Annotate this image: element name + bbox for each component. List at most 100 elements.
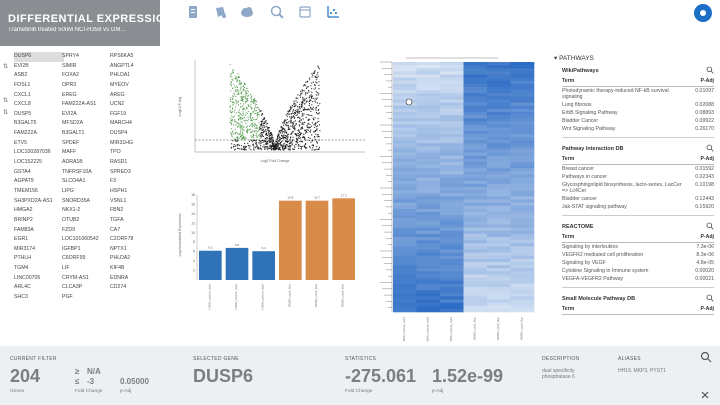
gene-list-item[interactable]: C2ORF78 — [110, 236, 134, 243]
gene-list-item[interactable]: FGF19 — [110, 110, 127, 117]
gene-list-item[interactable]: CLCA3P — [62, 284, 83, 291]
gene-list-item[interactable]: DUSP4 — [110, 130, 128, 137]
pathway-row[interactable]: Glycosphingolipid biosynthesis, lacto-se… — [562, 181, 714, 195]
search-icon[interactable] — [706, 66, 714, 76]
pathway-row[interactable]: ErbB Signaling Pathway 0.08893 — [562, 109, 714, 117]
pathway-row[interactable]: Signaling by interleukins 7.3e-06 — [562, 243, 714, 251]
gene-list-item[interactable]: TMEM156 — [14, 187, 38, 194]
scatter-icon[interactable] — [326, 5, 340, 19]
gene-list-item[interactable]: HMGA2 — [14, 207, 33, 214]
gene-list-item[interactable]: FOSL1 — [14, 81, 31, 88]
gene-list-item[interactable]: MYEOV — [110, 81, 129, 88]
gene-list-item[interactable]: VSNL1 — [110, 197, 127, 204]
gene-list-item[interactable]: OTUB2 — [62, 216, 80, 223]
pathway-row[interactable]: Cytokine Signaling in Immune system 0.000… — [562, 267, 714, 275]
search-icon[interactable] — [706, 222, 714, 232]
gene-list-item[interactable]: MFSD2A — [62, 120, 84, 127]
gene-list-item[interactable]: FBN2 — [110, 207, 124, 214]
gene-list-item[interactable]: SHC3 — [14, 294, 28, 301]
pathway-row[interactable]: Bladder Cancer 0.09922 — [562, 117, 714, 125]
gene-list-item[interactable]: B3GALT1 — [62, 130, 85, 137]
pathway-row[interactable]: Lung fibrosis 0.02088 — [562, 101, 714, 109]
gene-list-item[interactable]: CA7 — [110, 226, 121, 233]
gene-list-item[interactable]: TGM4 — [14, 265, 29, 272]
gene-list-item[interactable]: MIR31HG — [110, 139, 134, 146]
search-icon[interactable] — [700, 351, 712, 363]
pathway-row[interactable]: Wnt Signaling Pathway 0.26170 — [562, 125, 714, 133]
gene-list-item[interactable]: SPDEF — [62, 139, 80, 146]
gene-list-item[interactable]: LIPG — [62, 187, 74, 194]
gene-list-item[interactable]: LOC100287036 — [14, 149, 51, 156]
gene-list-item[interactable]: FOXA2 — [62, 72, 80, 79]
close-icon[interactable] — [700, 390, 710, 400]
gene-list-item[interactable]: PGF — [62, 294, 73, 301]
gene-list-item[interactable]: F3 — [110, 178, 117, 185]
gear-icon[interactable] — [694, 4, 712, 22]
gene-list-item[interactable]: FAM222A — [14, 130, 37, 137]
gene-list-item[interactable]: LIF — [62, 265, 70, 272]
document-icon[interactable] — [186, 5, 200, 19]
gene-list-item[interactable]: CXCL8 — [14, 101, 31, 108]
gene-list-item[interactable]: NKX1-2 — [62, 207, 81, 214]
gene-list-item[interactable]: ARL4C — [14, 284, 31, 291]
gene-list-item[interactable]: SPRED3 — [110, 168, 131, 175]
gene-list-item[interactable]: B3GALT5 — [14, 120, 37, 127]
gene-list-item[interactable]: GSTA4 — [14, 168, 31, 175]
gene-list-item[interactable]: PTHLH — [14, 255, 32, 262]
gene-list-item[interactable]: BRINP2 — [14, 216, 33, 223]
gene-list-item[interactable]: KIF4B — [110, 265, 125, 272]
gene-list-item[interactable]: ETV5 — [14, 139, 27, 146]
gene-list-item[interactable]: PHLDA1 — [110, 72, 131, 79]
gene-list-item[interactable]: SPRY4 — [62, 53, 79, 59]
pathway-row[interactable]: Bladder cancer 0.12443 — [562, 195, 714, 203]
gene-list-item[interactable]: EGR1 — [14, 236, 29, 243]
gene-list-item[interactable]: SNORD35A — [62, 197, 90, 204]
gene-list-item[interactable]: DUSP5 — [14, 110, 32, 117]
gene-list-item[interactable]: FZD9 — [62, 226, 75, 233]
gene-list-item[interactable]: SH3PXD2A-AS1 — [14, 197, 53, 204]
gene-list-item[interactable]: MARCH4 — [110, 120, 132, 127]
gene-list-item[interactable]: TGFA — [110, 216, 124, 223]
gene-list-item[interactable]: UCN2 — [110, 101, 125, 108]
gene-list-item[interactable]: ADRA1B — [62, 159, 83, 166]
cloud-icon[interactable] — [240, 5, 254, 19]
gene-list-item[interactable]: IGFBP1 — [62, 245, 81, 252]
pathway-row[interactable]: Breast cancer 0.01592 — [562, 165, 714, 173]
gene-list-item[interactable]: ASB2 — [14, 72, 28, 79]
pathway-row[interactable]: Pathways in cancer 0.02343 — [562, 173, 714, 181]
gene-list-item[interactable]: EDNRA — [110, 274, 129, 281]
gene-list-item[interactable]: RASD1 — [110, 159, 128, 166]
expression-bar-chart[interactable]: Log Normalized Expression 2 4 6 8 10 12 14 16 18 6… — [175, 185, 370, 340]
calendar-icon[interactable] — [298, 5, 312, 19]
gene-list-item[interactable]: MAFF — [62, 149, 77, 156]
zoom-icon[interactable] — [270, 5, 284, 19]
gene-list-item[interactable]: CD274 — [110, 284, 127, 291]
gene-list-item[interactable]: EVI2B — [14, 62, 29, 69]
pathway-row[interactable]: VEGFR2 mediated cell proliferation 8.3e-0… — [562, 251, 714, 259]
search-icon[interactable] — [706, 294, 714, 304]
gene-list-item[interactable]: ANGPTL4 — [110, 62, 134, 69]
gene-list-item[interactable]: HSPH1 — [110, 187, 128, 194]
heatmap[interactable]: H358_control_rep1 H358_control_rep2 H358_c… — [378, 52, 538, 343]
gene-list-item[interactable]: FAM83A — [14, 226, 34, 233]
gene-list-item[interactable]: C6ORF99 — [62, 255, 86, 262]
gene-list-item[interactable]: SIMIR — [62, 62, 77, 69]
gene-list-item[interactable]: TPO — [110, 149, 121, 156]
gene-list-item[interactable]: NPTX1 — [110, 245, 127, 252]
gene-list-item[interactable]: CRYM-AS1 — [62, 274, 89, 281]
gene-list-item[interactable]: RPS6KA5 — [110, 53, 134, 59]
pathway-row[interactable]: VEGFA-VEGFR2 Pathway 0.00021 — [562, 275, 714, 283]
gene-list-item[interactable]: DUSP6 — [14, 52, 64, 62]
gene-list-item[interactable]: EREG — [62, 91, 77, 98]
gene-list-item[interactable]: OPR3 — [62, 81, 77, 88]
pathway-row[interactable]: Photodynamic therapy-induced NF-kB survi… — [562, 87, 714, 101]
gene-list-item[interactable]: TNFRSF10A — [62, 168, 92, 175]
pathway-row[interactable]: Jak-STAT signaling pathway 0.15920 — [562, 203, 714, 211]
gene-list-item[interactable]: PHLDA2 — [110, 255, 131, 262]
gene-list-item[interactable]: SLCO4A1 — [62, 178, 86, 185]
gene-list-item[interactable]: AREG — [110, 91, 125, 98]
gene-list-item[interactable]: CXCL1 — [14, 91, 31, 98]
gene-list-item[interactable]: EVI2A — [62, 110, 77, 117]
search-icon[interactable] — [706, 144, 714, 154]
paint-icon[interactable] — [213, 5, 227, 19]
